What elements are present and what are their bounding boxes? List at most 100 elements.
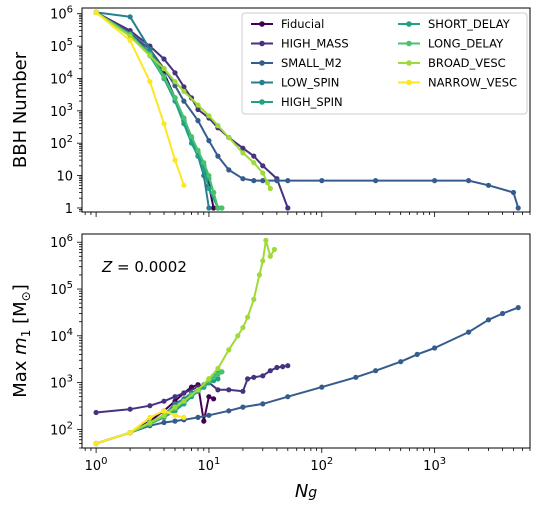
legend-entry: SHORT_DELAY — [398, 17, 511, 31]
data-point — [161, 419, 167, 426]
data-point — [226, 167, 232, 173]
data-point — [127, 430, 133, 436]
y-tick-label: 104 — [50, 327, 73, 345]
data-point — [240, 176, 246, 182]
data-point — [181, 88, 187, 94]
data-point — [172, 70, 178, 76]
y-tick-label: 10 — [56, 170, 73, 185]
data-point — [285, 205, 291, 211]
data-point — [466, 178, 472, 184]
data-point — [515, 205, 521, 211]
data-point — [240, 325, 246, 331]
x-tick-label: 101 — [197, 456, 220, 474]
y-tick-label: 105 — [50, 37, 73, 55]
data-point — [206, 173, 212, 179]
data-point — [267, 185, 273, 192]
data-point — [226, 134, 232, 141]
data-point — [260, 401, 266, 407]
data-point — [161, 398, 167, 404]
y-axis-label-bottom: Max m1 [M⊙] — [10, 284, 33, 398]
data-point — [206, 412, 212, 418]
data-point — [251, 178, 257, 184]
data-point — [432, 345, 438, 351]
series-line — [95, 11, 289, 209]
data-point — [251, 296, 257, 302]
axes-frame — [81, 7, 531, 213]
legend-entry: LOW_SPIN — [251, 76, 339, 90]
data-point — [188, 134, 195, 140]
data-point — [181, 390, 187, 396]
data-point — [172, 394, 178, 400]
legend-marker — [406, 40, 412, 47]
data-point — [264, 180, 271, 186]
bottom-panel: 102 103 104 105 106 100 101 102 103 — [50, 233, 531, 474]
data-point — [226, 347, 232, 353]
data-point — [206, 113, 212, 119]
data-point — [260, 178, 266, 184]
data-point — [181, 84, 187, 90]
data-point — [206, 376, 212, 382]
data-point — [251, 160, 257, 166]
legend-marker — [259, 99, 265, 105]
legend-entry: BROAD_VESC — [398, 56, 506, 70]
data-point — [147, 53, 153, 59]
data-point — [195, 387, 201, 393]
data-point — [147, 419, 153, 426]
legend-entry: HIGH_MASS — [251, 37, 349, 51]
data-point — [500, 310, 506, 317]
data-point — [127, 14, 133, 20]
data-point — [260, 258, 266, 264]
data-point — [161, 408, 167, 414]
data-point — [373, 368, 379, 374]
legend-box — [241, 12, 528, 115]
data-point — [161, 74, 167, 80]
legend-label: HIGH_MASS — [281, 37, 349, 51]
data-point — [147, 414, 153, 420]
legend-marker — [259, 21, 265, 27]
data-point — [161, 66, 167, 72]
data-point — [181, 414, 187, 420]
data-point — [195, 118, 201, 124]
data-point — [263, 237, 269, 243]
y-tick-label: 106 — [50, 5, 73, 23]
data-point — [267, 368, 273, 374]
data-point — [245, 314, 251, 320]
y-tick-label: 103 — [50, 374, 73, 392]
data-point — [127, 33, 133, 39]
data-point — [240, 150, 246, 156]
legend-marker — [406, 79, 412, 86]
data-point — [251, 374, 257, 380]
data-point — [240, 145, 246, 151]
data-point — [251, 153, 257, 159]
data-point — [235, 333, 241, 339]
data-point — [219, 205, 225, 211]
data-point — [211, 396, 217, 402]
series-line — [95, 306, 519, 445]
y-tick-label: 103 — [50, 102, 73, 120]
data-point — [201, 160, 207, 166]
x-tick-label: 100 — [85, 456, 108, 474]
y-tick-label: 102 — [50, 134, 73, 152]
legend-label: Fiducial — [281, 17, 324, 31]
data-point — [353, 374, 359, 380]
data-point — [215, 205, 221, 211]
data-point — [271, 246, 277, 253]
y-tick-label: 105 — [50, 280, 73, 298]
data-point — [215, 365, 221, 372]
legend-label: SMALL_M2 — [281, 56, 342, 70]
data-point — [432, 178, 438, 184]
data-point — [274, 178, 280, 184]
data-point — [485, 317, 492, 323]
series-narrow-vesc — [93, 9, 187, 188]
x-axis-label: Ng — [295, 481, 317, 502]
data-point — [226, 408, 232, 414]
data-point — [206, 205, 212, 211]
data-point — [93, 440, 99, 447]
legend-marker — [259, 60, 265, 66]
data-point — [161, 121, 167, 127]
data-point — [215, 123, 221, 129]
data-point — [147, 403, 153, 409]
data-point — [195, 102, 201, 108]
series-line — [95, 11, 185, 186]
